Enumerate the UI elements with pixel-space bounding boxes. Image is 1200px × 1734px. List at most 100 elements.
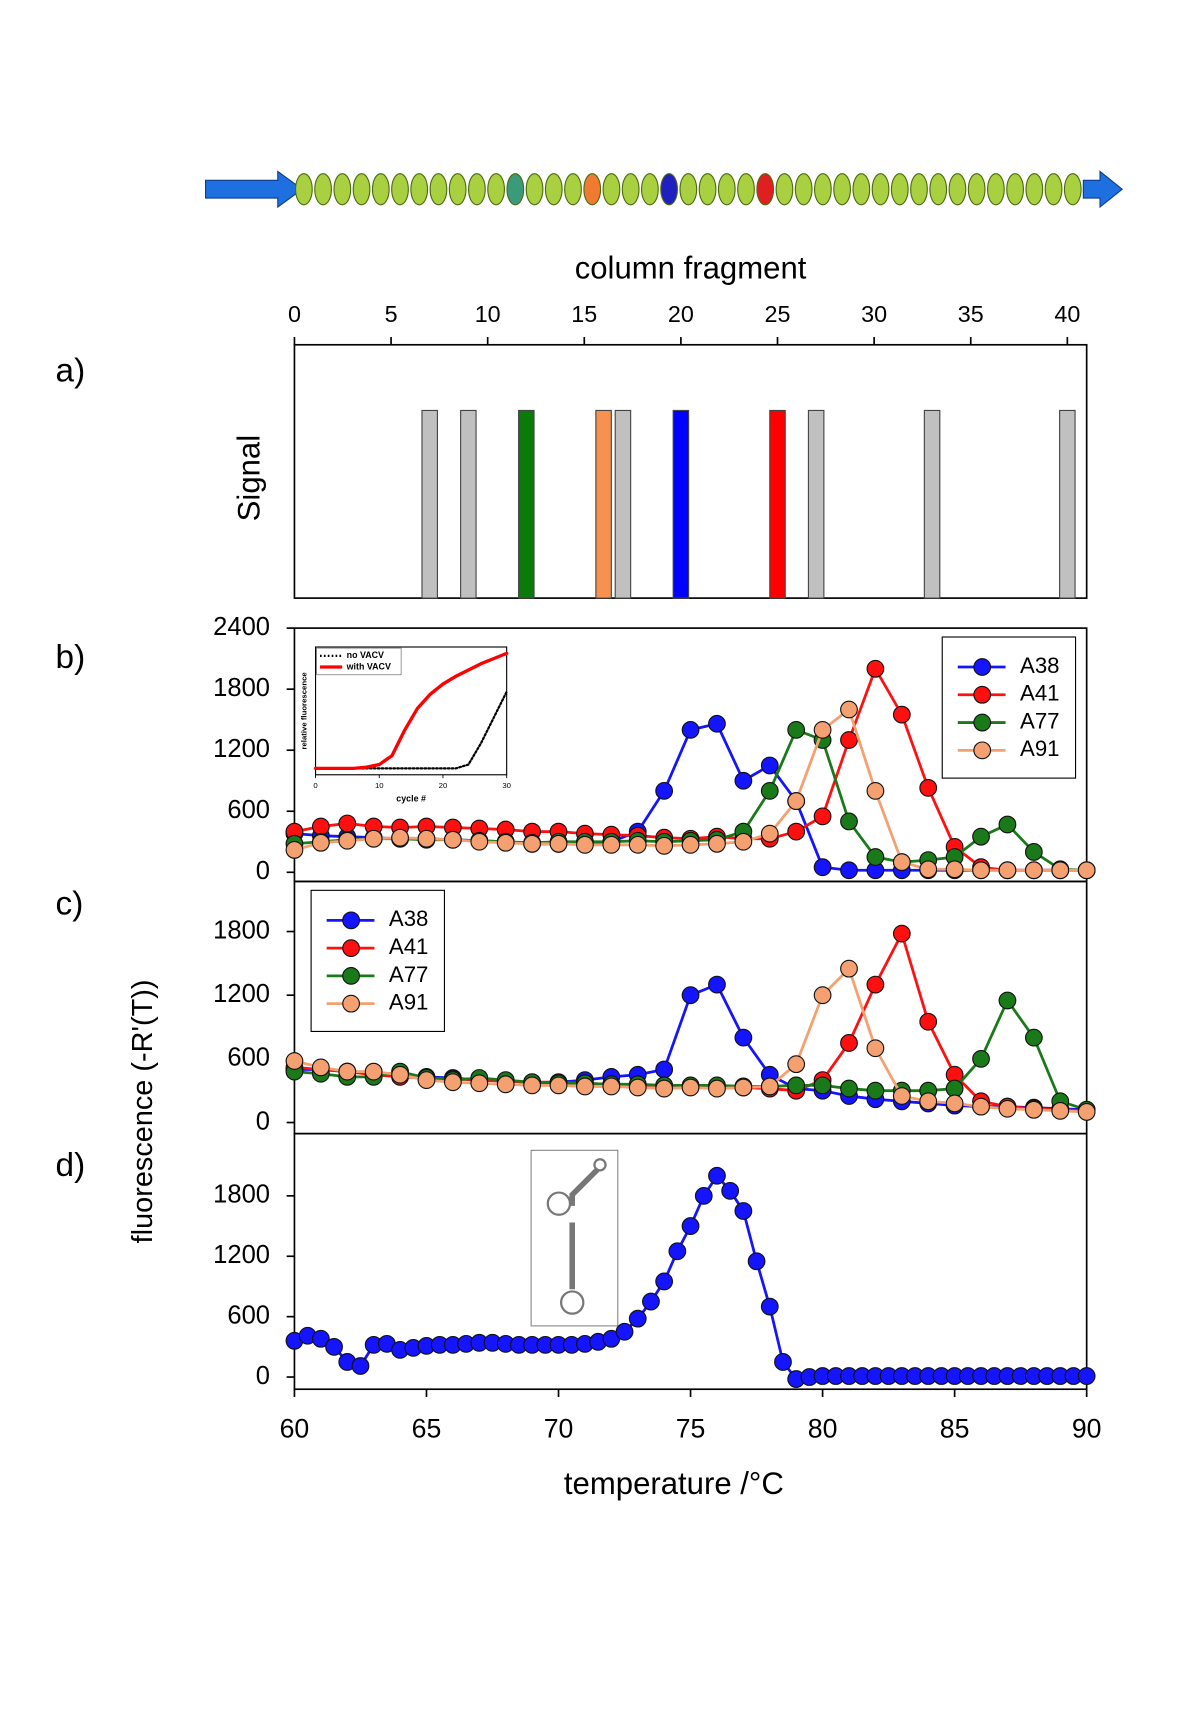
bead bbox=[967, 173, 986, 206]
y-tick-label: 0 bbox=[256, 1362, 270, 1390]
data-point bbox=[919, 1012, 938, 1031]
data-point bbox=[998, 861, 1017, 880]
bead bbox=[371, 173, 390, 206]
bead bbox=[602, 173, 621, 206]
data-point bbox=[655, 1272, 674, 1291]
legend-marker bbox=[342, 966, 361, 985]
bead bbox=[295, 173, 313, 206]
plot-frame bbox=[293, 343, 1088, 599]
data-point bbox=[444, 1073, 462, 1092]
plot-frame bbox=[315, 646, 508, 776]
y-tick-label: 0 bbox=[256, 1107, 270, 1135]
data-point bbox=[972, 827, 990, 846]
x-tick-label: 60 bbox=[280, 1413, 310, 1443]
data-point bbox=[338, 814, 357, 833]
y-tick-label: 600 bbox=[227, 1044, 270, 1072]
x-tick-label: 65 bbox=[412, 1413, 442, 1443]
data-point bbox=[774, 1353, 792, 1371]
series-line bbox=[313, 651, 509, 771]
data-point bbox=[325, 1337, 343, 1356]
data-point bbox=[496, 833, 515, 852]
data-point bbox=[311, 833, 330, 852]
x-axis-label: cycle # bbox=[396, 794, 426, 804]
x-tick-label: 75 bbox=[676, 1413, 706, 1443]
bead bbox=[1006, 173, 1024, 206]
data-point bbox=[708, 714, 726, 733]
hairpin-loop bbox=[560, 1290, 585, 1315]
data-point bbox=[840, 700, 858, 719]
bar bbox=[460, 409, 477, 599]
hairpin-stem bbox=[569, 1165, 602, 1290]
y-tick-label: 2400 bbox=[213, 613, 270, 641]
x-tick-label: 85 bbox=[940, 1413, 970, 1443]
data-point bbox=[840, 1079, 858, 1098]
bar bbox=[518, 409, 535, 599]
hairpin-inset bbox=[530, 1149, 619, 1327]
data-point bbox=[549, 834, 568, 853]
data-point bbox=[628, 1309, 647, 1328]
data-point bbox=[1077, 861, 1096, 880]
bead bbox=[833, 173, 852, 206]
data-point bbox=[655, 782, 674, 800]
data-point bbox=[945, 1094, 964, 1113]
bead bbox=[1063, 173, 1082, 206]
data-point bbox=[734, 1078, 753, 1097]
data-point bbox=[945, 860, 964, 879]
data-point bbox=[866, 1081, 885, 1100]
data-point bbox=[311, 1058, 330, 1077]
x-tick-label: 10 bbox=[475, 301, 501, 327]
bead bbox=[525, 173, 544, 206]
legend-label: no VACV bbox=[347, 650, 384, 660]
legend-label: with VACV bbox=[346, 661, 391, 671]
data-point bbox=[998, 1099, 1017, 1118]
data-point bbox=[760, 1077, 779, 1096]
bead bbox=[487, 173, 506, 206]
data-point bbox=[787, 1055, 806, 1074]
bead bbox=[506, 173, 525, 206]
x-axis-label: column fragment bbox=[575, 251, 807, 286]
data-point bbox=[391, 1065, 409, 1084]
data-point bbox=[919, 1092, 938, 1111]
bead bbox=[352, 173, 371, 206]
bar bbox=[595, 409, 612, 599]
y-tick-label: 1200 bbox=[213, 1241, 270, 1269]
y-tick-label: 1200 bbox=[213, 735, 270, 763]
panel-label: a) bbox=[56, 352, 86, 389]
data-point bbox=[668, 1242, 687, 1261]
data-point bbox=[285, 841, 304, 859]
data-point bbox=[734, 832, 753, 851]
bead bbox=[737, 173, 755, 206]
bead bbox=[1025, 173, 1044, 206]
panel-label: c) bbox=[56, 886, 84, 923]
x-tick-label: 70 bbox=[544, 1413, 574, 1443]
legend-label: A38 bbox=[389, 906, 429, 931]
bead bbox=[621, 173, 640, 206]
data-point bbox=[444, 830, 462, 849]
legend-marker bbox=[973, 713, 992, 732]
bead bbox=[948, 173, 967, 206]
bar bbox=[1059, 409, 1076, 599]
data-point bbox=[311, 817, 330, 836]
bead bbox=[813, 173, 832, 206]
hairpin-bulge bbox=[546, 1191, 572, 1216]
data-point bbox=[813, 986, 832, 1005]
data-point bbox=[972, 1049, 990, 1068]
legend-marker bbox=[973, 658, 992, 676]
y-tick-label: 600 bbox=[227, 1301, 270, 1329]
data-point bbox=[681, 1217, 700, 1235]
data-point bbox=[681, 835, 700, 854]
y-tick-label: 0 bbox=[256, 857, 270, 885]
y-axis-label: fluorescence (-R'(T)) bbox=[127, 980, 159, 1244]
x-tick-label: 0 bbox=[288, 301, 301, 327]
legend-box bbox=[310, 889, 445, 1032]
data-point bbox=[787, 1076, 806, 1095]
data-point bbox=[787, 792, 806, 810]
data-point bbox=[1024, 861, 1043, 880]
bar bbox=[672, 409, 690, 599]
data-point bbox=[892, 705, 911, 724]
data-point bbox=[338, 1062, 357, 1081]
x-tick-label: 5 bbox=[385, 301, 398, 327]
arrow-right bbox=[1082, 170, 1124, 209]
legend-box bbox=[941, 636, 1077, 779]
